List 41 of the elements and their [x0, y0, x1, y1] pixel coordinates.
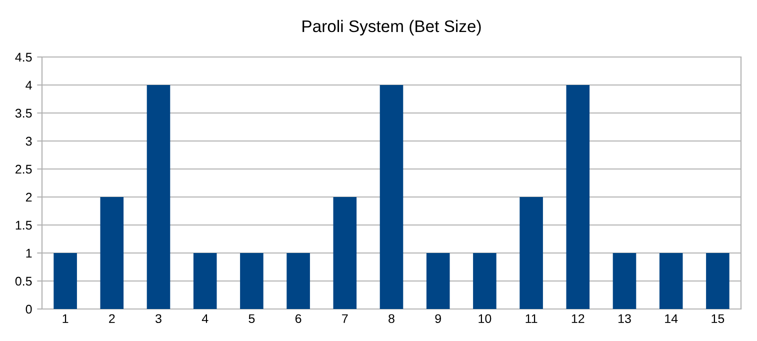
bar	[612, 253, 636, 309]
y-tick-label: 0	[26, 304, 32, 314]
bar	[333, 197, 357, 309]
bar	[520, 197, 543, 309]
bar	[473, 253, 496, 309]
bar	[706, 253, 730, 309]
x-tick-label: 10	[478, 314, 492, 324]
y-tick-label: 4.5	[15, 52, 32, 62]
x-tick-label: 12	[572, 314, 584, 323]
x-tick-label: 13	[618, 314, 631, 324]
y-tick-label: 1	[26, 248, 32, 258]
bar	[146, 85, 170, 309]
x-tick-label: 7	[342, 314, 348, 323]
x-tick-label: 4	[202, 314, 208, 323]
y-tick-label: 3	[26, 136, 32, 146]
x-tick-label: 1	[62, 314, 68, 323]
chart-title: Paroli System (Bet Size)	[302, 20, 481, 36]
bar	[54, 253, 77, 309]
y-tick-label: 4	[26, 80, 32, 90]
x-tick-label: 9	[435, 314, 441, 324]
bar	[380, 85, 404, 309]
y-tick-label: 1.5	[16, 220, 32, 230]
y-tick-label: 3.5	[15, 108, 32, 118]
bar	[240, 253, 264, 309]
bar	[193, 253, 217, 309]
y-tick-label: 2.5	[16, 164, 32, 174]
bar	[659, 253, 683, 309]
x-tick-label: 3	[156, 314, 162, 324]
bar	[100, 197, 124, 309]
bar	[426, 253, 450, 309]
bar	[286, 253, 310, 309]
x-tick-label: 14	[665, 314, 678, 323]
y-tick-label: 2	[26, 192, 32, 202]
x-tick-label: 11	[526, 314, 538, 323]
x-tick-label: 8	[388, 314, 394, 324]
x-tick-label: 15	[712, 314, 724, 324]
x-tick-label: 5	[248, 314, 255, 324]
x-tick-label: 6	[295, 314, 302, 324]
y-tick-label: 0.5	[15, 276, 32, 286]
x-tick-label: 2	[109, 314, 115, 323]
bar	[566, 85, 590, 309]
